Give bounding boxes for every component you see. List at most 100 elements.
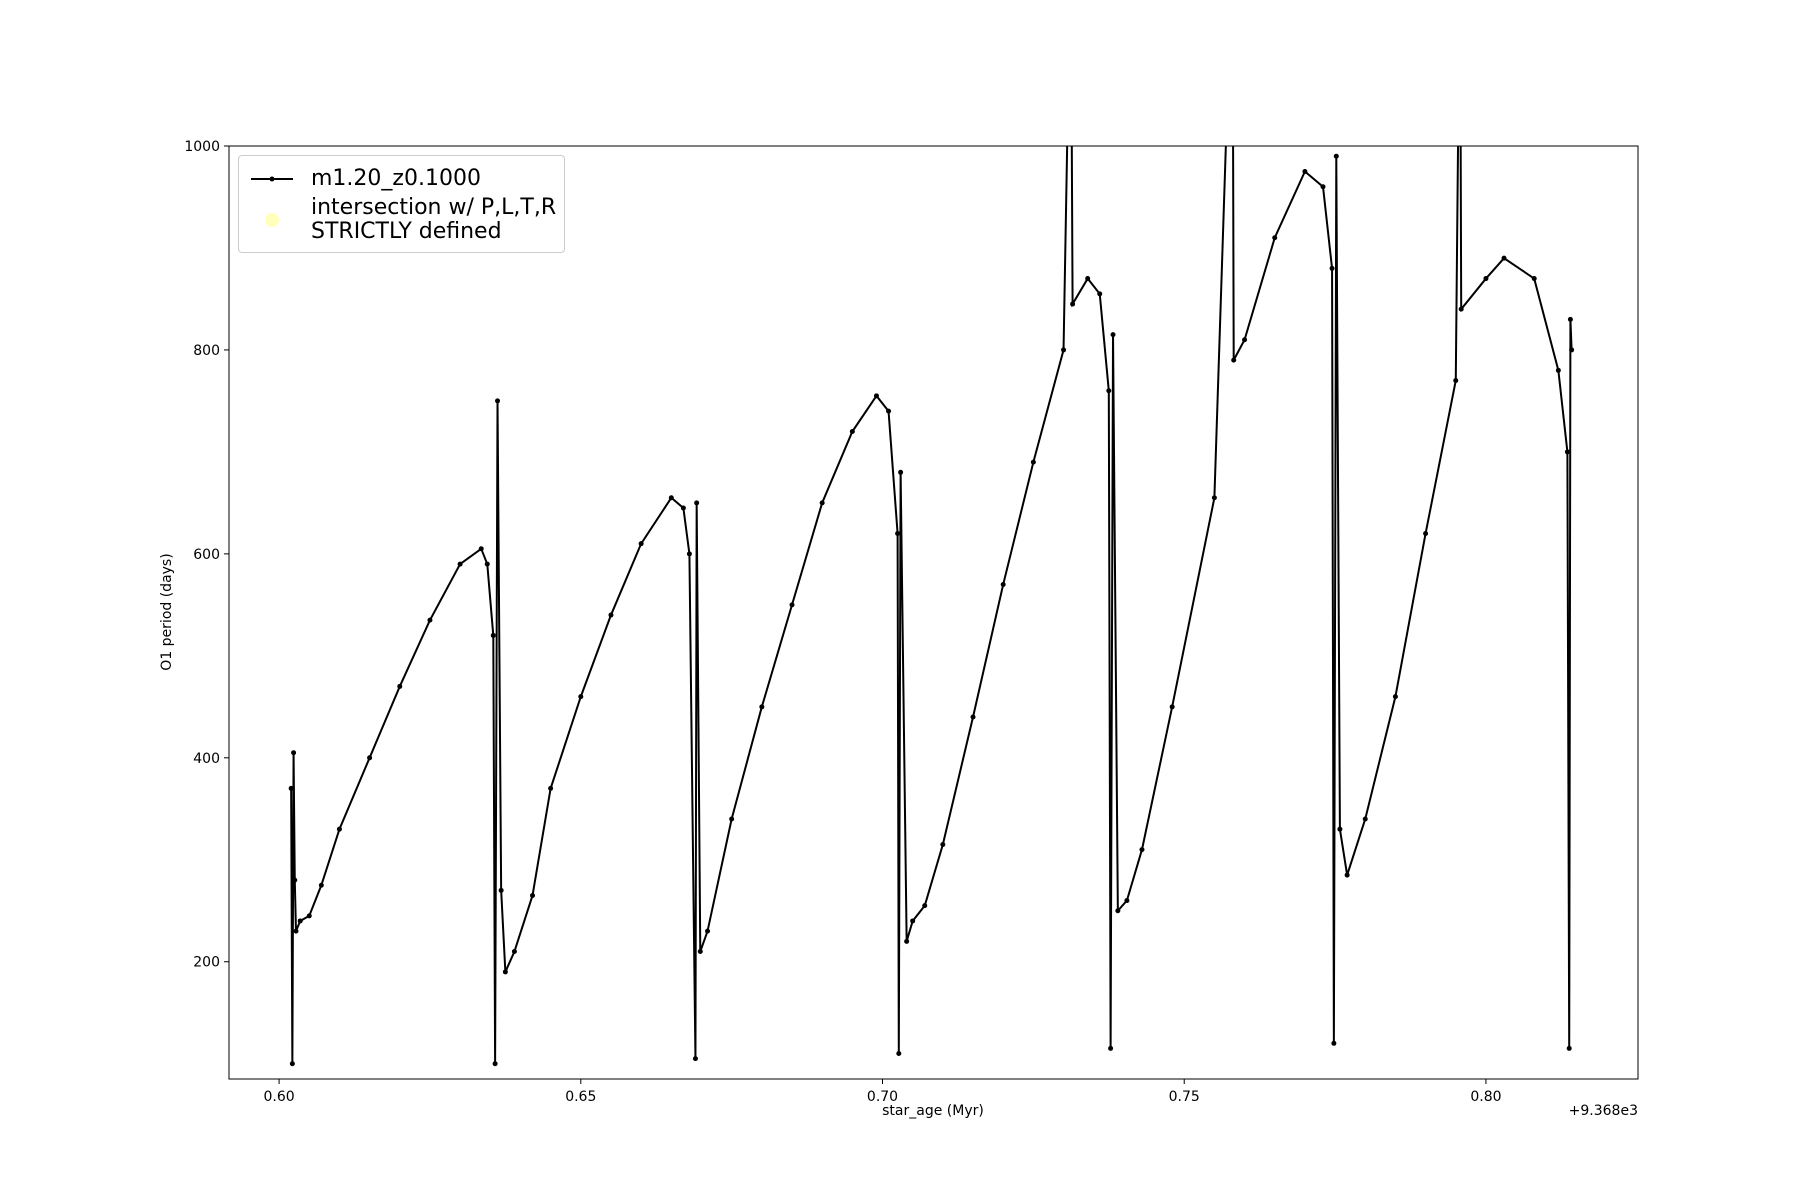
point (511, 949, 517, 955)
point (910, 918, 916, 924)
x-axis-label: star_age (Myr) (882, 1103, 984, 1119)
point (1139, 847, 1145, 853)
x-tick-label: 0.80 (1470, 1089, 1501, 1105)
point (1423, 530, 1429, 536)
point (578, 694, 584, 700)
point (1061, 347, 1067, 353)
series (288, 146, 1575, 1067)
y-axis-label: O1 period (days) (159, 553, 175, 670)
point (694, 500, 700, 506)
point (1110, 332, 1116, 338)
point (1231, 357, 1237, 363)
point (1329, 265, 1335, 271)
point (498, 887, 504, 893)
point (819, 500, 825, 506)
point (1272, 235, 1278, 241)
point (638, 541, 644, 547)
point (292, 877, 298, 883)
point (502, 969, 508, 975)
point (904, 938, 910, 944)
point (427, 617, 433, 623)
y-tick-label: 200 (193, 955, 220, 971)
point (1483, 276, 1489, 282)
y-tick-label: 600 (193, 547, 220, 563)
point (886, 408, 892, 414)
point (970, 714, 976, 720)
point (484, 561, 490, 567)
point (849, 429, 855, 435)
point (293, 928, 299, 934)
point (1242, 337, 1248, 343)
point (608, 612, 614, 618)
point (1331, 1040, 1337, 1046)
point (1030, 459, 1036, 465)
point (705, 928, 711, 934)
point (1124, 898, 1130, 904)
point (492, 1061, 498, 1067)
point (318, 882, 324, 888)
point (291, 750, 297, 756)
legend-swatch (251, 176, 293, 182)
point (895, 530, 901, 536)
point (289, 1061, 295, 1067)
point (306, 913, 312, 919)
point (940, 841, 946, 847)
point (1564, 449, 1570, 455)
point (898, 469, 904, 475)
x-tick-label: 0.75 (1169, 1089, 1200, 1105)
point (1392, 694, 1398, 700)
y-tick-label: 1000 (184, 139, 220, 155)
point (922, 903, 928, 909)
point (692, 1056, 698, 1062)
point (548, 785, 554, 791)
point (1169, 704, 1175, 710)
point (1566, 1045, 1572, 1051)
point (397, 683, 403, 689)
point (789, 602, 795, 608)
legend-entry: intersection w/ P,L,T,R STRICTLY defined (247, 196, 556, 244)
point (1097, 291, 1103, 297)
point (1458, 306, 1464, 312)
point (1567, 316, 1573, 322)
legend-swatch (265, 213, 279, 227)
point (1320, 184, 1326, 190)
point (297, 918, 303, 924)
y-tick-label: 800 (193, 343, 220, 359)
point (1453, 378, 1459, 384)
x-tick-label: 0.70 (867, 1089, 898, 1105)
point (1108, 1045, 1114, 1051)
point (896, 1051, 902, 1057)
point (1555, 367, 1561, 373)
point (490, 632, 496, 638)
point (1115, 908, 1121, 914)
point (457, 561, 463, 567)
x-tick-label: 0.60 (263, 1089, 294, 1105)
series-line (290, 146, 1573, 1064)
point (1531, 276, 1537, 282)
point (1211, 495, 1217, 501)
plot-frame (228, 145, 1639, 1080)
point (336, 826, 342, 832)
point (686, 551, 692, 557)
point (1070, 301, 1076, 307)
x-offset-label: +9.368e3 (1569, 1103, 1638, 1119)
point (1106, 388, 1112, 394)
point (873, 393, 879, 399)
point (680, 505, 686, 511)
point (495, 398, 501, 404)
x-tick-label: 0.65 (565, 1089, 596, 1105)
point (1302, 168, 1308, 174)
point (530, 892, 536, 898)
point (1344, 872, 1350, 878)
point (1000, 581, 1006, 587)
point (1337, 826, 1343, 832)
point (729, 816, 735, 822)
point (697, 949, 703, 955)
point (1085, 276, 1091, 282)
point (1333, 153, 1339, 159)
point (288, 785, 294, 791)
legend-label: intersection w/ P,L,T,R STRICTLY defined (311, 195, 557, 244)
point (367, 755, 373, 761)
